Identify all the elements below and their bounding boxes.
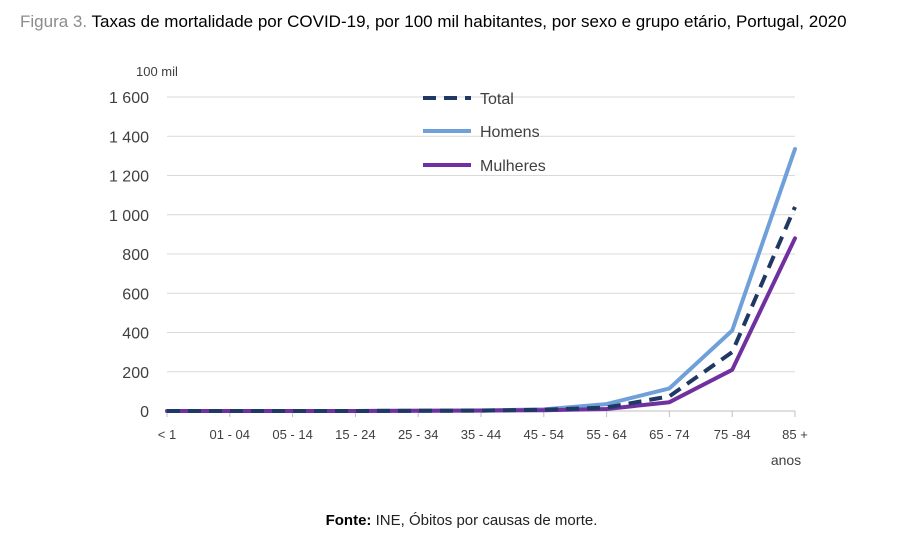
chart-title: Taxas de mortalidade por COVID-19, por 1…	[91, 12, 847, 31]
x-tick-label: 35 - 44	[461, 427, 501, 442]
y-tick-label: 1 000	[109, 208, 149, 225]
y-tick-label: 400	[122, 326, 149, 343]
x-tick-label: 55 - 64	[586, 427, 626, 442]
figure-label: Figura 3.	[20, 12, 88, 31]
x-tick-label: 15 - 24	[335, 427, 375, 442]
x-tick-label: < 1	[158, 427, 176, 442]
y-tick-label: 800	[122, 247, 149, 264]
series-line-mulheres	[165, 236, 797, 413]
line-chart: 0 200 400 600 800 1 000 1 200 1 400 1 600 < 1 01 -…	[109, 64, 808, 468]
source-text: INE, Óbitos por causas de morte.	[375, 512, 598, 529]
x-tick-label: 85 +	[782, 427, 808, 442]
legend-label-total: Total	[480, 91, 514, 108]
figure-title: Figura 3. Taxas de mortalidade por COVID…	[20, 12, 847, 32]
x-tick-label: 05 - 14	[272, 427, 312, 442]
y-tick-label: 200	[122, 365, 149, 382]
legend-label-mulheres: Mulheres	[480, 158, 546, 175]
x-tick-label: 75 -84	[714, 427, 751, 442]
y-tick-label: 1 200	[109, 169, 149, 186]
legend-label-homens: Homens	[480, 124, 540, 141]
y-tick-label: 600	[122, 286, 149, 303]
series-line-total	[167, 206, 797, 413]
y-axis-unit: 100 mil	[136, 64, 178, 79]
source-note: Fonte: INE, Óbitos por causas de morte.	[0, 512, 923, 529]
x-tick-label: 45 - 54	[524, 427, 564, 442]
y-tick-label: 1 600	[109, 90, 149, 107]
y-tick-label: 0	[140, 404, 149, 421]
source-label: Fonte:	[325, 512, 372, 529]
x-tick-label: 65 - 74	[649, 427, 689, 442]
x-tick-label: 25 - 34	[398, 427, 438, 442]
x-axis-unit: anos	[771, 452, 801, 468]
x-tick-label: 01 - 04	[210, 427, 250, 442]
y-tick-label: 1 400	[109, 129, 149, 146]
